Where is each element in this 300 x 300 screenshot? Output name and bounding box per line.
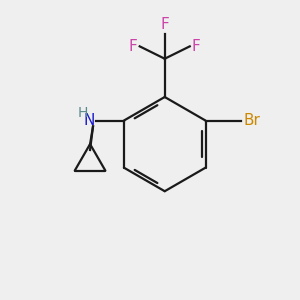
Text: N: N bbox=[84, 113, 95, 128]
Text: F: F bbox=[191, 39, 200, 54]
Text: F: F bbox=[160, 17, 169, 32]
Text: H: H bbox=[78, 106, 88, 120]
Text: Br: Br bbox=[243, 113, 260, 128]
Text: F: F bbox=[128, 39, 137, 54]
